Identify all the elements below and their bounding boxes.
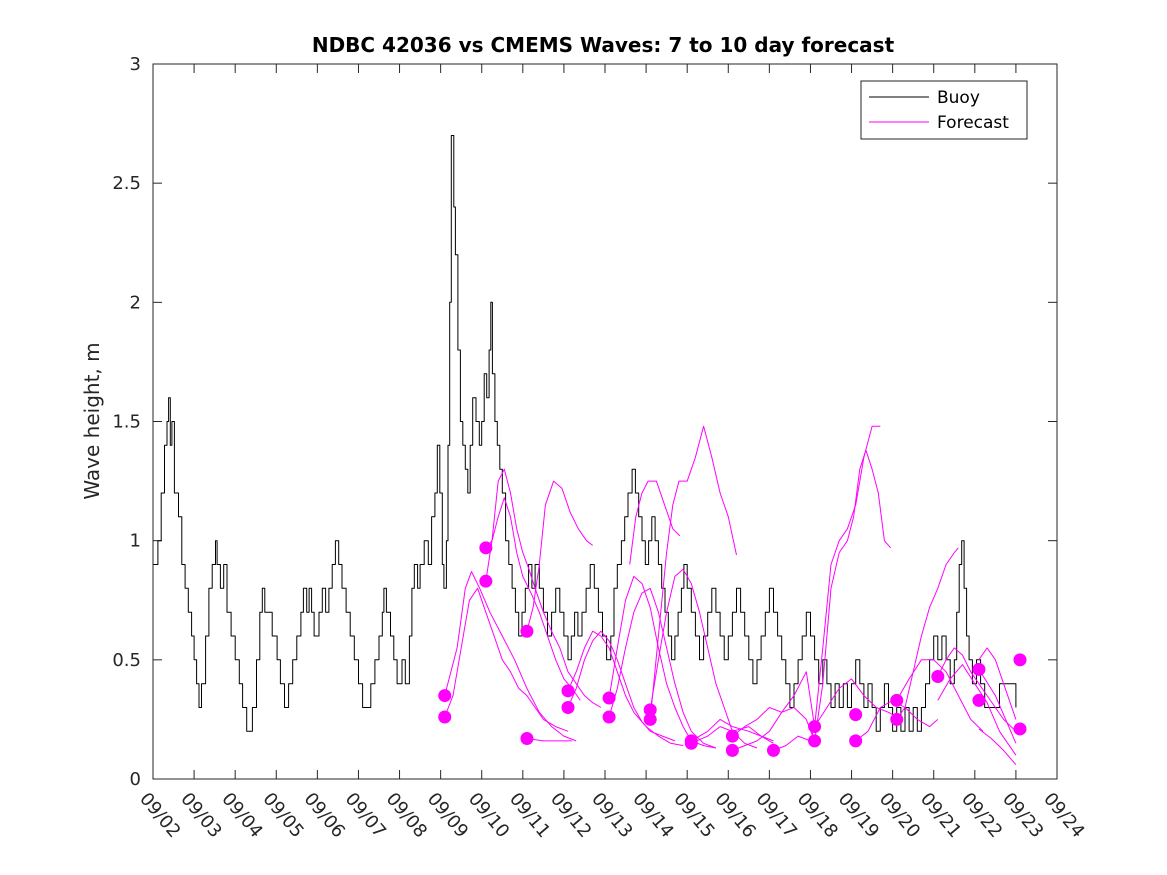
forecast-series-line-27 — [978, 728, 1017, 766]
forecast-series-line-26 — [978, 647, 1017, 720]
plot-frame — [152, 63, 1058, 780]
forecast-series-line-7 — [567, 630, 684, 747]
forecast-series-line-16 — [732, 671, 816, 737]
forecast-start-marker — [438, 710, 452, 724]
forecast-series-line-3 — [485, 497, 581, 701]
forecast-start-marker — [808, 734, 822, 748]
forecast-start-marker — [725, 743, 739, 757]
forecast-series-line-5 — [526, 480, 594, 632]
forecast-series-line-4 — [485, 468, 602, 708]
forecast-start-marker — [602, 710, 616, 724]
forecast-series-line-6 — [526, 738, 573, 742]
forecast-start-marker — [725, 729, 739, 743]
forecast-series-line-1 — [444, 587, 569, 732]
y-tick-label: 1 — [130, 531, 141, 552]
forecast-series-line-20 — [814, 678, 897, 727]
forecast-start-marker — [1013, 653, 1027, 667]
buoy-series-line — [153, 135, 1017, 732]
forecast-start-marker — [561, 684, 575, 698]
forecast-start-marker — [561, 701, 575, 714]
forecast-series-line-10 — [608, 587, 717, 749]
forecast-start-marker — [1013, 722, 1027, 736]
forecast-start-marker — [931, 670, 945, 684]
legend-box — [860, 80, 1028, 140]
forecast-start-marker — [684, 736, 698, 750]
y-tick-label: 0.5 — [112, 650, 141, 671]
forecast-start-marker — [972, 662, 986, 676]
forecast-start-marker — [643, 712, 657, 726]
forecast-start-marker — [520, 731, 534, 745]
forecast-start-marker — [766, 743, 780, 757]
forecast-series-line-12 — [649, 425, 737, 720]
forecast-start-marker — [438, 689, 452, 703]
forecast-series-line-13 — [629, 480, 681, 565]
forecast-series-line-19 — [814, 449, 891, 741]
series-layer — [153, 135, 1017, 766]
forecast-start-markers — [438, 541, 1027, 757]
y-axis-label: Wave height, m — [80, 342, 104, 499]
chart-title: NDBC 42036 vs CMEMS Waves: 7 to 10 day f… — [312, 33, 895, 57]
y-tick-label: 1.5 — [112, 412, 141, 433]
forecast-series-line-23 — [896, 659, 984, 732]
forecast-start-marker — [808, 720, 822, 734]
forecast-series-line-24 — [937, 647, 1017, 732]
forecast-series-line-8 — [567, 630, 676, 742]
y-tick-label: 2.5 — [112, 173, 141, 194]
legend: Buoy Forecast — [860, 80, 1028, 140]
forecast-start-marker — [643, 703, 657, 717]
forecast-start-marker — [602, 691, 616, 705]
y-tick-label: 2 — [130, 292, 141, 313]
y-tick-label: 3 — [130, 54, 141, 75]
forecast-series-line-22 — [896, 547, 959, 720]
forecast-start-marker — [520, 624, 534, 638]
legend-label-buoy: Buoy — [937, 88, 980, 108]
forecast-start-marker — [849, 734, 863, 748]
y-tick-labels: 0 0.5 1 1.5 2 2.5 3 — [112, 54, 141, 790]
forecast-start-marker — [890, 693, 904, 707]
forecast-start-marker — [849, 708, 863, 722]
forecast-series-line-17 — [732, 707, 816, 751]
forecast-start-marker — [479, 541, 493, 555]
forecast-series-line-28 — [978, 669, 1017, 744]
forecast-start-marker — [972, 693, 986, 707]
forecast-series-line-25 — [937, 664, 1017, 756]
y-tick-label: 0 — [130, 769, 141, 790]
forecast-start-marker — [890, 712, 904, 726]
tick-marks — [152, 63, 1058, 780]
plot-area — [153, 64, 1057, 779]
forecast-series-line-2 — [444, 571, 577, 742]
legend-label-forecast: Forecast — [937, 113, 1009, 133]
forecast-start-marker — [479, 574, 493, 588]
